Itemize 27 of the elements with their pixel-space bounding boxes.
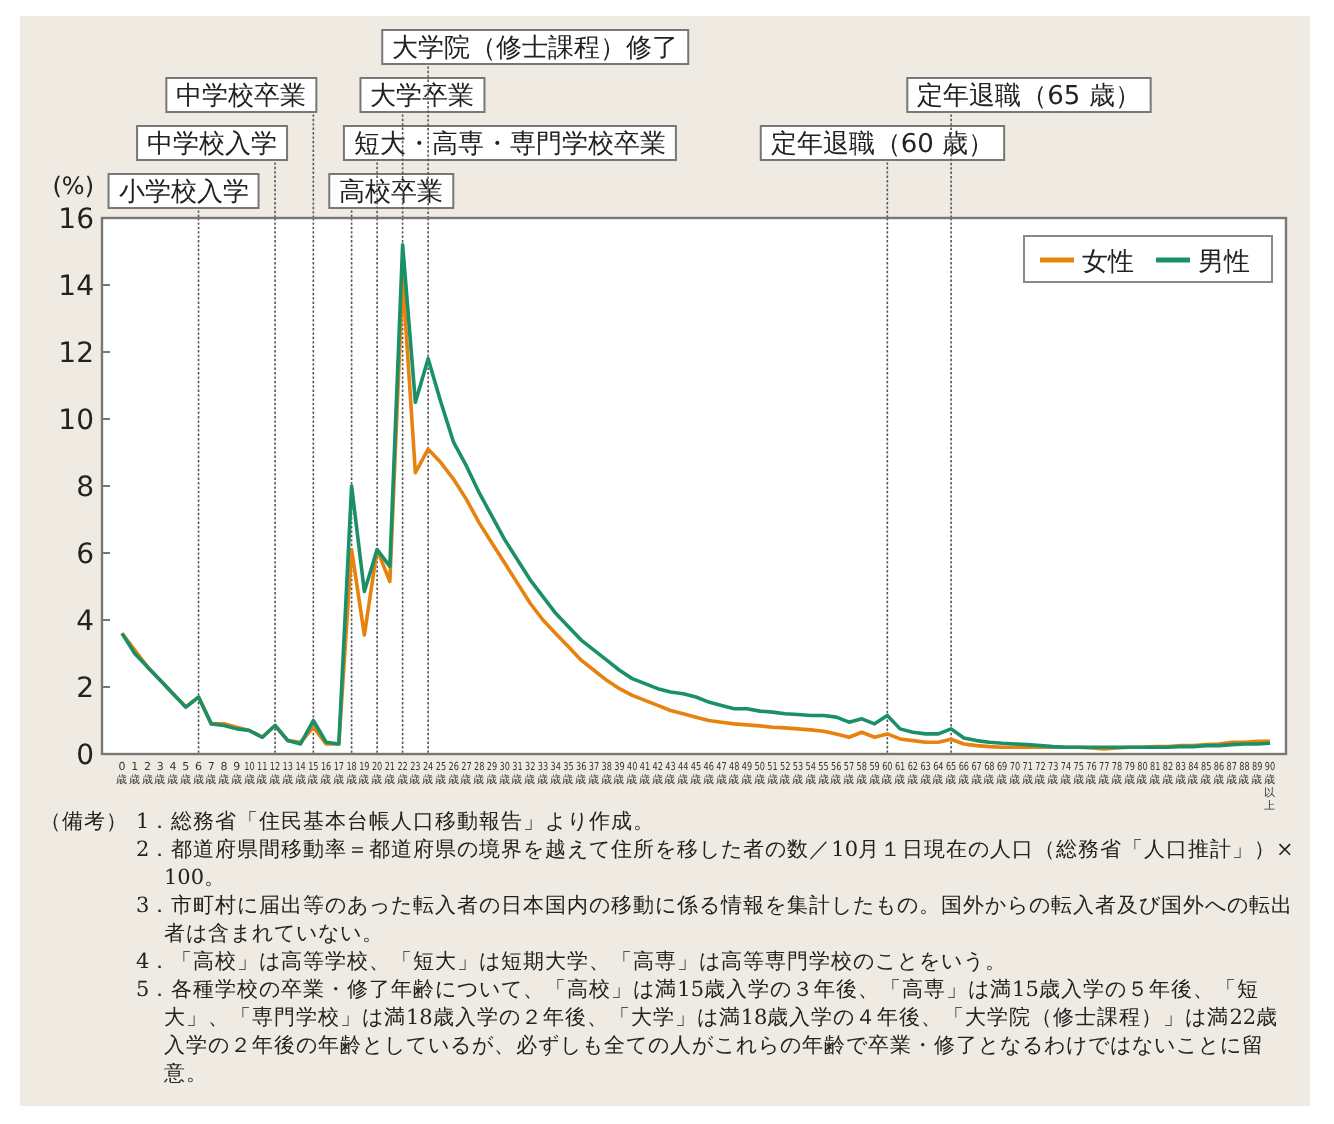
ref-line-label: 大学卒業: [370, 82, 475, 112]
text: 1．総務省「住民基本台帳人口移動報告」より作成。: [136, 810, 656, 834]
text: （備考）: [40, 808, 128, 836]
text: 2．都道府県間移動率＝都道府県の境界を越えて住所を移した者の数／10月１日現在の人口（総務省「人口推計」）× 100。: [136, 836, 1296, 892]
ref-line-label: 中学校卒業: [176, 82, 307, 112]
ref-line-label: 小学校入学: [118, 178, 249, 208]
y-tick-label: 6: [76, 539, 95, 571]
ref-line-label: 定年退職（60 歳）: [770, 130, 995, 160]
ref-line-label: 中学校入学: [147, 130, 278, 160]
y-tick-label: 0: [76, 740, 94, 772]
y-axis-title: (%): [52, 172, 94, 200]
y-tick-label: 2: [76, 673, 94, 705]
ref-line-label: 大学院（修士課程）修了: [392, 34, 679, 64]
y-tick-label: 10: [58, 405, 94, 437]
text: 4．「高校」は高等学校、「短大」は短期大学、「高専」は高等専門学校のことをいう。: [136, 948, 1010, 976]
y-tick-label: 12: [58, 338, 94, 370]
y-tick-label: 16: [58, 204, 95, 236]
text: 5．各種学校の卒業・修了年齢について、「高校」は満15歳入学の３年後、「高専」は満15歳入学の５年後、「短大」、「専門学校」は満18歳入学の２年後、「大学」は満18歳入学の４年後、「大学院（修士課程）」は満22歳入学の２年後の年齢としているが、必ずしも全ての人がこれらの年齢で卒業・修了となるわけではないことに留意。: [136, 976, 1281, 1088]
text: 3．市町村に届出等のあった転入者の日本国内の移動に係る情報を集計したもの。国外からの転入者及び国外への転出者は含まれていない。: [136, 892, 1296, 948]
y-tick-label: 4: [76, 606, 95, 638]
legend-label: 女性: [1082, 248, 1134, 278]
ref-line-label: 定年退職（65 歳）: [917, 82, 1141, 112]
ref-line-label: 高校卒業: [339, 176, 444, 208]
y-tick-label: 14: [58, 271, 95, 303]
legend-label: 男性: [1198, 248, 1250, 278]
y-tick-label: 8: [76, 472, 94, 504]
ref-line-label: 短大・高専・専門学校卒業: [353, 128, 666, 160]
